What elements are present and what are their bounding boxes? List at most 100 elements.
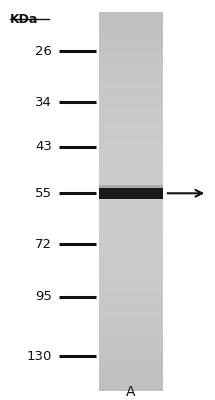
Bar [99,202,163,204]
Bar [99,243,163,245]
Bar [99,319,163,321]
Bar [99,354,163,356]
Bar [99,372,163,374]
Bar [99,318,163,319]
Bar [99,84,163,86]
Bar [99,220,163,222]
Bar [99,143,163,144]
Bar [99,352,163,354]
Bar [99,287,163,289]
Bar [99,258,163,260]
Bar [99,12,163,14]
Bar [99,55,163,57]
Bar [99,295,163,296]
Bar [99,253,163,255]
Bar [99,154,163,156]
Bar [99,344,163,346]
Bar [99,314,163,316]
Bar [99,306,163,308]
Bar [99,53,163,55]
Bar [99,380,163,382]
Bar [99,150,163,152]
Bar [99,321,163,323]
Bar [99,247,163,249]
Bar [99,112,163,114]
Bar [99,99,163,101]
Bar [99,316,163,318]
Bar [99,211,163,213]
Bar [99,384,163,386]
Bar [99,110,163,112]
Bar [99,209,163,211]
Bar [99,105,163,106]
Bar [99,190,163,192]
Bar [99,139,163,141]
Bar [99,219,163,220]
Bar [99,17,163,19]
Bar [99,200,163,202]
Bar [99,224,163,226]
Bar [99,376,163,378]
Bar [99,249,163,251]
Bar [99,194,163,196]
Bar [99,378,163,380]
Bar [99,291,163,293]
Bar [99,357,163,359]
Bar [99,74,163,76]
Bar [99,38,163,40]
Bar [99,238,163,240]
Bar [99,266,163,268]
Text: 72: 72 [35,238,52,251]
Bar [99,160,163,162]
Bar [99,72,163,74]
Bar [99,386,163,388]
Bar [99,162,163,164]
Bar [99,226,163,228]
Bar [99,158,163,160]
Bar [99,166,163,167]
Bar [99,331,163,333]
Bar [99,293,163,295]
Bar [99,52,163,53]
Bar [99,181,163,182]
Bar [99,363,163,365]
Bar [99,108,163,110]
Bar [99,356,163,357]
Text: 43: 43 [35,140,52,153]
Bar [99,236,163,238]
Bar [99,371,163,372]
Bar [99,126,163,128]
Bar [99,245,163,247]
Bar [99,274,163,276]
Text: 34: 34 [35,96,52,108]
Bar [99,164,163,166]
Bar [99,264,163,266]
Bar [99,207,163,209]
Bar [99,122,163,124]
Bar [99,95,163,97]
Bar [99,302,163,304]
Bar [99,78,163,80]
Bar [99,129,163,131]
Bar [99,268,163,270]
Bar [99,198,163,200]
Bar [99,50,163,52]
Bar [99,312,163,314]
Bar [99,48,163,50]
Bar [99,390,163,392]
Bar [99,29,163,30]
Bar [99,15,163,17]
Bar [99,369,163,371]
Bar [99,230,163,232]
Bar [99,144,163,146]
Bar [99,65,163,67]
Bar [99,21,163,23]
Bar [99,298,163,300]
Text: 55: 55 [35,187,52,200]
Bar [99,276,163,278]
Bar [99,228,163,230]
Bar [99,32,163,34]
Bar [99,308,163,310]
Bar [99,281,163,283]
Bar [99,300,163,302]
